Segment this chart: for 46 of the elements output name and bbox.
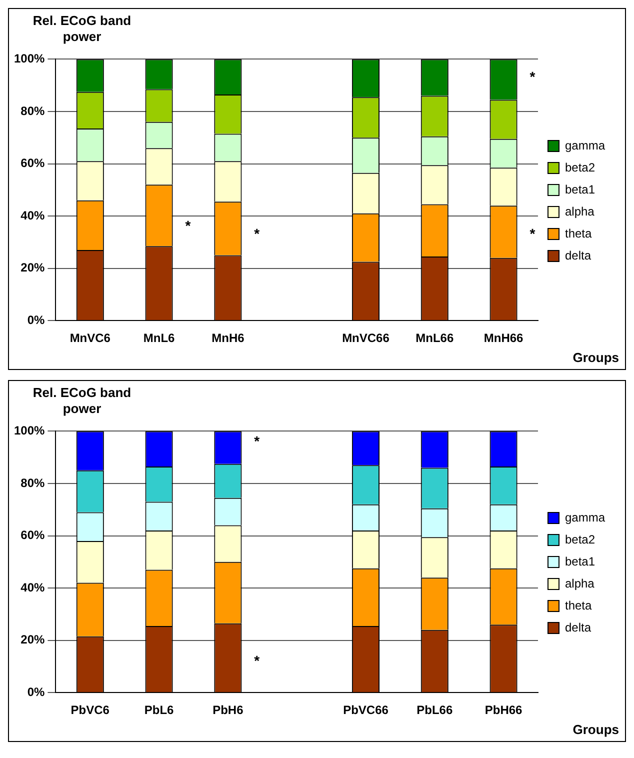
y-axis-title: Rel. ECoG band power <box>32 385 132 417</box>
y-tick-label: 60% <box>20 156 46 170</box>
x-axis-title: Groups <box>572 722 619 737</box>
legend-label: beta2 <box>564 160 596 174</box>
legend-label: theta <box>564 226 592 240</box>
y-tick-label: 80% <box>20 104 46 118</box>
legend-label: beta2 <box>564 532 596 546</box>
legend-label: gamma <box>564 138 606 152</box>
x-tick-label: MnL6 <box>143 331 176 346</box>
y-tick-label: 20% <box>20 260 46 275</box>
annotation: * <box>254 226 260 242</box>
legend-label: beta1 <box>564 182 596 196</box>
legend-label: gamma <box>564 510 606 524</box>
x-axis-title: Groups <box>572 350 619 365</box>
y-tick-label: 100% <box>14 424 46 438</box>
y-tick-label: 100% <box>14 52 46 66</box>
x-tick-label: MnL66 <box>416 331 454 346</box>
annotation: * <box>254 432 260 449</box>
legend-label: beta1 <box>564 554 596 568</box>
legend-label: alpha <box>564 576 595 590</box>
x-tick-label: MnH6 <box>212 331 245 346</box>
y-tick-label: 40% <box>20 580 46 594</box>
annotation: * <box>530 226 536 242</box>
y-tick-label: 80% <box>20 476 46 490</box>
y-tick-label: 0% <box>27 684 46 699</box>
y-axis-title: Rel. ECoG band power <box>32 13 132 45</box>
x-tick-label: PbVC66 <box>343 703 389 718</box>
y-tick-label: 20% <box>20 632 46 647</box>
annotation: * <box>530 68 536 85</box>
y-tick-label: 60% <box>20 528 46 542</box>
annotation: * <box>254 652 260 668</box>
legend-label: delta <box>564 620 592 634</box>
y-tick-label: 40% <box>20 208 46 222</box>
x-tick-label: PbH6 <box>212 703 244 718</box>
x-tick-label: MnH66 <box>484 331 524 346</box>
x-tick-label: MnVC6 <box>70 331 111 346</box>
y-tick-label: 0% <box>27 312 46 327</box>
x-tick-label: PbVC6 <box>70 703 110 718</box>
x-tick-label: PbH66 <box>484 703 523 718</box>
x-tick-label: PbL66 <box>416 703 453 718</box>
x-tick-label: MnVC66 <box>342 331 390 346</box>
legend-label: delta <box>564 248 592 262</box>
legend-label: theta <box>564 598 592 612</box>
annotation: * <box>185 218 192 234</box>
x-tick-label: PbL6 <box>144 703 174 718</box>
legend-label: alpha <box>564 204 595 218</box>
